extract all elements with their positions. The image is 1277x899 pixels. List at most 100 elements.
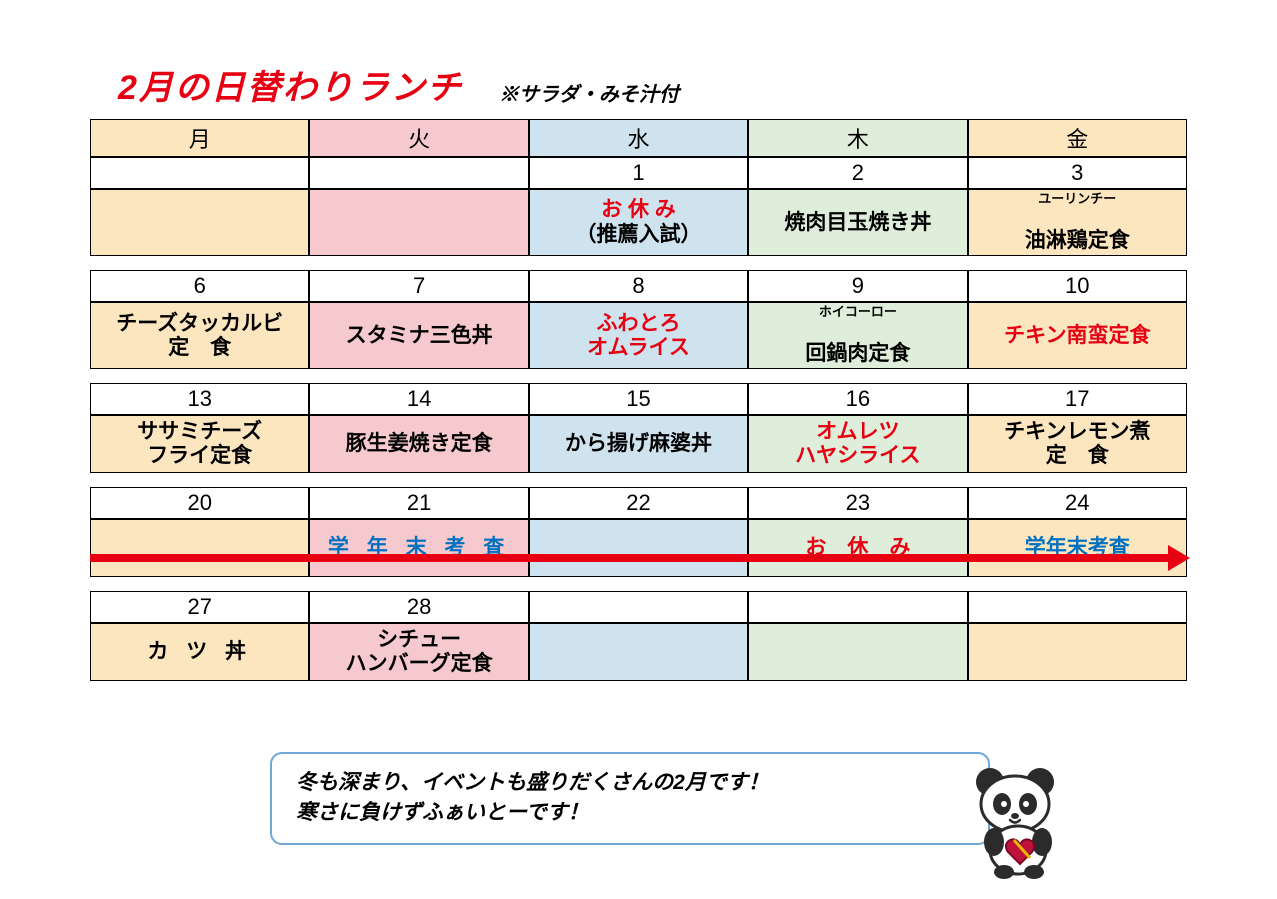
speech-bubble-area: 冬も深まり、イベントも盛りだくさんの2月です！ 寒さに負けずふぁいとーです！ bbox=[270, 752, 990, 845]
ruby-text: ユーリンチー bbox=[973, 192, 1182, 207]
meal-cell bbox=[90, 519, 309, 577]
meal-text: 定 食 bbox=[168, 336, 231, 359]
gap-row bbox=[90, 577, 1187, 591]
date-cell bbox=[529, 591, 748, 623]
meal-text: スタミナ三色丼 bbox=[346, 324, 493, 347]
page-subtitle: ※サラダ・みそ汁付 bbox=[499, 78, 679, 109]
ruby-text: ホイコーロー bbox=[753, 305, 962, 320]
page-title: 2月の日替わりランチ bbox=[118, 60, 463, 109]
date-cell bbox=[309, 157, 528, 189]
meal-text: ハンバーグ定食 bbox=[346, 652, 493, 675]
meal-text: オムレツ bbox=[816, 420, 899, 443]
date-cell: 22 bbox=[529, 487, 748, 519]
meal-text: 回鍋肉定食 bbox=[805, 342, 910, 365]
meal-cell: お 休 み（推薦入試） bbox=[529, 189, 748, 256]
calendar-head: 月 火 水 木 金 bbox=[90, 119, 1187, 157]
meal-cell: 学年末考査 bbox=[968, 519, 1187, 577]
meal-cell: お 休 み bbox=[748, 519, 967, 577]
meal-cell bbox=[748, 623, 967, 681]
meal-text: （推薦入試） bbox=[575, 223, 701, 246]
meal-cell: ホイコーロー回鍋肉定食 bbox=[748, 302, 967, 369]
date-cell: 9 bbox=[748, 270, 967, 302]
date-cell: 8 bbox=[529, 270, 748, 302]
day-header: 木 bbox=[748, 119, 967, 157]
meal-text: シチュー bbox=[377, 628, 461, 651]
meal-cell: ふわとろオムライス bbox=[529, 302, 748, 369]
meal-text: チキン南蛮定食 bbox=[1004, 324, 1150, 347]
date-cell: 17 bbox=[968, 383, 1187, 415]
meal-text: ふわとろ bbox=[596, 312, 680, 335]
gap-row bbox=[90, 473, 1187, 487]
day-header-row: 月 火 水 木 金 bbox=[90, 119, 1187, 157]
calendar-body: 123お 休 み（推薦入試）焼肉目玉焼き丼ユーリンチー油淋鶏定食678910チー… bbox=[90, 157, 1187, 681]
meal-row: お 休 み（推薦入試） 焼肉目玉焼き丼 ユーリンチー油淋鶏定食 bbox=[90, 189, 1187, 256]
meal-text: 学年末考査 bbox=[1025, 536, 1130, 559]
date-cell: 7 bbox=[309, 270, 528, 302]
meal-cell bbox=[90, 189, 309, 256]
date-cell: 3 bbox=[968, 157, 1187, 189]
date-cell: 23 bbox=[748, 487, 967, 519]
meal-cell: カ ツ 丼 bbox=[90, 623, 309, 681]
gap-row bbox=[90, 369, 1187, 383]
meal-text: 学 年 末 考 査 bbox=[328, 536, 510, 559]
meal-row: チーズタッカルビ定 食スタミナ三色丼ふわとろオムライスホイコーロー回鍋肉定食チキ… bbox=[90, 302, 1187, 369]
date-cell: 16 bbox=[748, 383, 967, 415]
title-row: 2月の日替わりランチ ※サラダ・みそ汁付 bbox=[90, 60, 1187, 109]
meal-text: フライ定食 bbox=[147, 444, 252, 467]
meal-cell: から揚げ麻婆丼 bbox=[529, 415, 748, 473]
meal-text: カ ツ 丼 bbox=[147, 640, 252, 663]
meal-text: お 休 み bbox=[805, 536, 910, 559]
date-cell: 21 bbox=[309, 487, 528, 519]
day-header: 火 bbox=[309, 119, 528, 157]
day-header: 金 bbox=[968, 119, 1187, 157]
meal-cell: チーズタッカルビ定 食 bbox=[90, 302, 309, 369]
day-header: 水 bbox=[529, 119, 748, 157]
meal-text: 豚生姜焼き定食 bbox=[346, 432, 493, 455]
date-cell: 15 bbox=[529, 383, 748, 415]
meal-text: 焼肉目玉焼き丼 bbox=[784, 211, 931, 234]
meal-cell: スタミナ三色丼 bbox=[309, 302, 528, 369]
date-row: 2021222324 bbox=[90, 487, 1187, 519]
meal-text: ハヤシライス bbox=[795, 444, 920, 467]
date-cell: 1 bbox=[529, 157, 748, 189]
date-cell bbox=[90, 157, 309, 189]
meal-text: お 休 み bbox=[601, 198, 676, 221]
date-cell: 24 bbox=[968, 487, 1187, 519]
meal-row: 学 年 末 考 査 お 休 み 学年末考査 bbox=[90, 519, 1187, 577]
date-row: 678910 bbox=[90, 270, 1187, 302]
meal-cell: ササミチーズフライ定食 bbox=[90, 415, 309, 473]
panda-icon bbox=[960, 760, 1080, 880]
meal-text: チキンレモン煮 bbox=[1004, 420, 1150, 443]
date-cell: 10 bbox=[968, 270, 1187, 302]
date-cell: 28 bbox=[309, 591, 528, 623]
bubble-line2: 寒さに負けずふぁいとーです！ bbox=[296, 801, 589, 824]
date-cell: 13 bbox=[90, 383, 309, 415]
meal-cell bbox=[968, 623, 1187, 681]
meal-cell: オムレツハヤシライス bbox=[748, 415, 967, 473]
meal-text: ササミチーズ bbox=[137, 420, 262, 443]
calendar-table: 月 火 水 木 金 123お 休 み（推薦入試）焼肉目玉焼き丼ユーリンチー油淋鶏… bbox=[90, 119, 1187, 681]
meal-cell: ユーリンチー油淋鶏定食 bbox=[968, 189, 1187, 256]
meal-cell bbox=[529, 519, 748, 577]
meal-cell: チキンレモン煮定 食 bbox=[968, 415, 1187, 473]
meal-text: オムライス bbox=[587, 336, 690, 359]
meal-text: から揚げ麻婆丼 bbox=[565, 432, 712, 455]
meal-row: カ ツ 丼 シチューハンバーグ定食 bbox=[90, 623, 1187, 681]
date-cell bbox=[748, 591, 967, 623]
meal-cell: 学 年 末 考 査 bbox=[309, 519, 528, 577]
date-cell bbox=[968, 591, 1187, 623]
bubble-line1: 冬も深まり、イベントも盛りだくさんの2月です！ bbox=[296, 771, 769, 794]
date-cell: 2 bbox=[748, 157, 967, 189]
meal-cell bbox=[529, 623, 748, 681]
meal-cell: 豚生姜焼き定食 bbox=[309, 415, 528, 473]
meal-text: チーズタッカルビ bbox=[116, 312, 283, 335]
date-cell: 20 bbox=[90, 487, 309, 519]
date-cell: 14 bbox=[309, 383, 528, 415]
date-row: 1314151617 bbox=[90, 383, 1187, 415]
date-cell: 27 bbox=[90, 591, 309, 623]
meal-cell: シチューハンバーグ定食 bbox=[309, 623, 528, 681]
date-row: 2728 bbox=[90, 591, 1187, 623]
date-cell: 6 bbox=[90, 270, 309, 302]
day-header: 月 bbox=[90, 119, 309, 157]
meal-text: 定 食 bbox=[1046, 444, 1109, 467]
